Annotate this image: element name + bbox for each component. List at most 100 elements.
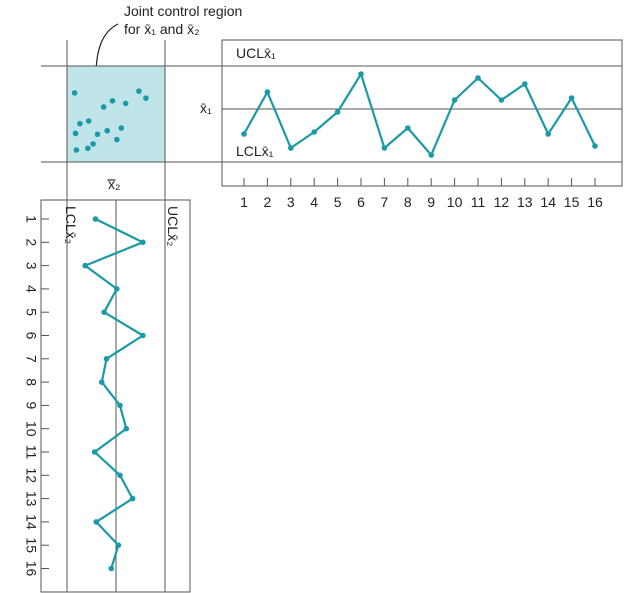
region-point-15: [85, 145, 91, 152]
x1-tick-label-13: 13: [517, 194, 533, 210]
x1-point-13: [522, 81, 528, 87]
region-point-6: [100, 104, 107, 110]
x2-tick-label-12: 12: [23, 468, 39, 484]
region-point-13: [114, 136, 120, 143]
region-point-2: [136, 88, 142, 94]
x2-tick-label-11: 11: [23, 445, 39, 460]
x2-tick-label-13: 13: [23, 491, 39, 507]
x1-tick-label-14: 14: [540, 194, 556, 210]
x2-point-8: [98, 379, 105, 385]
x2-point-15: [115, 542, 122, 548]
x2-tick-label-2: 2: [23, 238, 39, 246]
x1-chart-frame: [221, 39, 623, 187]
x1-tick-label-16: 16: [587, 194, 603, 210]
x1-tick-label-6: 6: [357, 194, 365, 210]
x1-tick-label-9: 9: [427, 194, 435, 210]
joint-region-points: [71, 88, 149, 153]
x2-tick-label-5: 5: [23, 308, 39, 316]
x2-point-11: [91, 449, 98, 455]
x1-point-4: [311, 129, 318, 135]
region-point-4: [122, 100, 129, 107]
x1-tick-marks: [243, 178, 596, 186]
x1-tick-label-10: 10: [447, 194, 463, 210]
x1-tick-label-7: 7: [381, 194, 389, 210]
region-point-8: [77, 120, 83, 127]
x1-tick-label-3: 3: [287, 194, 295, 210]
x1-point-10: [451, 97, 458, 103]
x1-tick-label-12: 12: [494, 194, 510, 210]
x2-point-4: [113, 286, 120, 292]
region-point-5: [143, 95, 149, 101]
x1-series-line: [243, 72, 596, 157]
x1-point-7: [381, 145, 388, 151]
x2-point-7: [103, 356, 110, 362]
x2-tick-label-3: 3: [23, 262, 39, 270]
x1-point-14: [545, 131, 551, 137]
x1-tick-label-15: 15: [564, 194, 580, 210]
x2-tick-label-10: 10: [23, 421, 39, 437]
x2-chart-frame: [40, 199, 191, 593]
x2-point-10: [123, 425, 130, 432]
x1-tick-label-4: 4: [310, 194, 318, 210]
x2-point-9: [117, 402, 123, 409]
x2-tick-label-4: 4: [23, 285, 39, 293]
region-point-14: [90, 141, 96, 147]
lcl-x2-label: LCLx̄₂: [63, 206, 79, 244]
x1-series-points: [241, 71, 598, 158]
region-point-1: [71, 90, 78, 96]
region-point-3: [109, 98, 116, 104]
x2-tick-label-9: 9: [23, 402, 39, 410]
x2-point-13: [129, 495, 136, 502]
x1-point-8: [405, 125, 411, 131]
region-point-16: [73, 147, 80, 153]
x1-point-12: [498, 97, 505, 103]
x1-point-11: [475, 75, 481, 81]
x2-tick-label-16: 16: [23, 561, 39, 577]
x1-tick-label-8: 8: [404, 194, 412, 210]
x2-series-points: [82, 216, 146, 572]
x2-point-6: [140, 332, 146, 339]
region-point-9: [104, 127, 110, 134]
x1-tick-labels: 1 2 3 4 5 6 7 8 9 10 11 12 13 14 15 16: [240, 194, 603, 210]
x2-tick-label-15: 15: [23, 537, 39, 553]
x2-series-line: [84, 218, 144, 569]
x1-tick-label-11: 11: [471, 194, 486, 210]
annotation-line-2: for x̄₁ and x̄₂: [124, 21, 200, 37]
lcl-x1-label: LCLx̄₁: [236, 143, 274, 159]
x1-point-1: [241, 131, 247, 137]
ucl-x2-label: UCLx̄₂: [165, 206, 181, 246]
x1-point-9: [428, 152, 435, 158]
x1-tick-label-1: 1: [240, 194, 248, 210]
region-point-7: [85, 118, 92, 124]
ucl-x1-label: UCLx̄₁: [236, 45, 276, 61]
x2-point-3: [82, 262, 88, 269]
x1-axis-label: x̄₁: [200, 100, 212, 116]
x1-point-6: [358, 71, 364, 77]
x2-tick-label-1: 1: [23, 215, 39, 223]
x2-point-1: [92, 216, 99, 222]
region-point-11: [94, 131, 101, 138]
x2-point-2: [140, 239, 146, 246]
region-point-10: [72, 130, 79, 137]
x2-tick-marks: [41, 218, 49, 569]
x1-tick-label-2: 2: [264, 194, 272, 210]
x2-point-5: [101, 309, 107, 316]
x1-tick-label-5: 5: [334, 194, 342, 210]
x2-point-14: [93, 519, 100, 525]
x2-point-12: [117, 472, 123, 479]
region-point-12: [118, 125, 125, 131]
x2-tick-label-6: 6: [23, 332, 39, 340]
x1-point-16: [592, 143, 598, 149]
x1-point-15: [568, 95, 575, 101]
x1-point-2: [264, 89, 271, 95]
x1-point-5: [334, 109, 341, 115]
joint-control-region: [67, 66, 165, 162]
annotation-line-1: Joint control region: [124, 3, 242, 19]
x2-point-16: [108, 565, 115, 572]
x1-point-3: [288, 145, 294, 151]
x2-tick-label-7: 7: [23, 355, 39, 363]
x2-tick-label-8: 8: [23, 378, 39, 386]
x2-tick-label-14: 14: [23, 514, 39, 530]
